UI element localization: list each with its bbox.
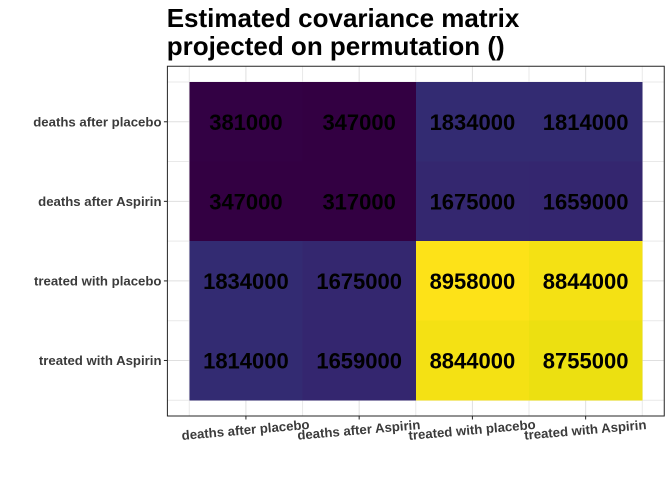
svg-text:1659000: 1659000 — [316, 349, 402, 374]
svg-text:1814000: 1814000 — [543, 110, 629, 135]
svg-text:treated with placebo: treated with placebo — [34, 274, 162, 289]
svg-text:347000: 347000 — [322, 110, 395, 135]
svg-text:8755000: 8755000 — [543, 349, 629, 374]
svg-text:381000: 381000 — [209, 110, 282, 135]
svg-text:treated with Aspirin: treated with Aspirin — [39, 353, 162, 368]
svg-text:1675000: 1675000 — [430, 190, 516, 215]
svg-text:Estimated covariance matrix: Estimated covariance matrix — [167, 3, 520, 33]
svg-text:347000: 347000 — [209, 190, 282, 215]
svg-text:1814000: 1814000 — [203, 349, 289, 374]
svg-text:1659000: 1659000 — [543, 190, 629, 215]
svg-text:1834000: 1834000 — [203, 269, 289, 294]
svg-text:8844000: 8844000 — [430, 349, 516, 374]
svg-text:1675000: 1675000 — [316, 269, 402, 294]
svg-text:8958000: 8958000 — [430, 269, 516, 294]
svg-text:projected on permutation (): projected on permutation () — [167, 31, 505, 61]
svg-text:deaths after placebo: deaths after placebo — [33, 114, 161, 129]
svg-text:deaths after Aspirin: deaths after Aspirin — [38, 194, 161, 209]
svg-text:1834000: 1834000 — [430, 110, 516, 135]
svg-text:317000: 317000 — [322, 190, 395, 215]
svg-text:8844000: 8844000 — [543, 269, 629, 294]
